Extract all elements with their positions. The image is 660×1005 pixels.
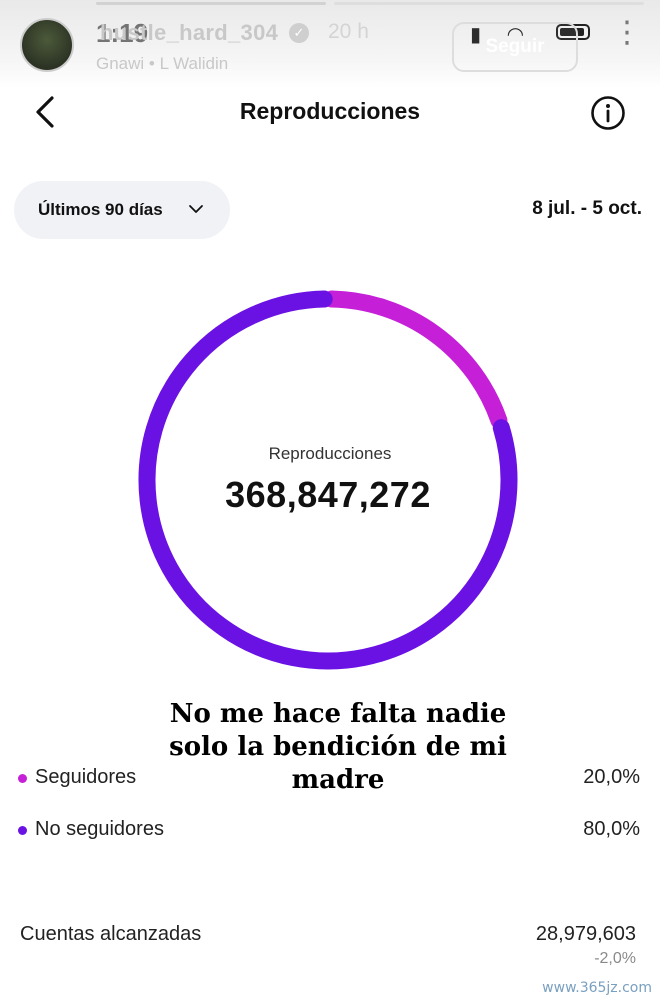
- story-header: 1:19 hustle_hard_304 ✓ 20 h Gnawi • L Wa…: [0, 0, 660, 88]
- accounts-reached-label: Cuentas alcanzadas: [20, 923, 202, 945]
- legend-dot: [18, 826, 27, 835]
- music-info[interactable]: Gnawi • L Walidin: [96, 54, 229, 73]
- chevron-down-icon: [189, 205, 203, 213]
- info-icon[interactable]: [590, 95, 626, 131]
- page-title: Reproducciones: [239, 98, 421, 124]
- legend-item-followers: Seguidores 20,0%: [18, 766, 640, 794]
- legend-item-non-followers: No seguidores 80,0%: [18, 818, 640, 846]
- story-text-overlay: No me hace falta nadie solo la bendición…: [169, 699, 507, 795]
- avatar[interactable]: [20, 18, 74, 72]
- more-options-icon[interactable]: ⋮: [612, 16, 642, 49]
- signal-wifi-icon: ▮ ◠: [470, 24, 535, 46]
- legend-dot: [18, 774, 27, 783]
- story-progress-bar: [96, 2, 326, 5]
- range-label: Últimos 90 días: [38, 200, 163, 219]
- story-progress-bar: [334, 2, 644, 5]
- date-range-text: 8 jul. - 5 oct.: [532, 198, 642, 219]
- status-time: 1:19: [96, 18, 149, 48]
- donut-slice-seguidores: [323, 290, 508, 429]
- accounts-reached-value: 28,979,603: [535, 923, 636, 945]
- legend-value: 80,0%: [583, 818, 640, 840]
- back-arrow-icon[interactable]: [30, 92, 64, 132]
- legend-label: Seguidores: [35, 766, 137, 788]
- story-time-ago: 20 h: [328, 20, 369, 43]
- follow-button[interactable]: Seguir: [452, 22, 578, 72]
- watermark: www.365jz.com: [542, 980, 652, 996]
- donut-center-value: 368,847,272: [225, 474, 431, 515]
- legend-label: No seguidores: [35, 818, 164, 840]
- legend-value: 20,0%: [583, 766, 640, 788]
- accounts-reached-change: -2,0%: [594, 950, 636, 967]
- donut-center-label: Reproducciones: [268, 444, 392, 463]
- donut-slice-no-seguidores: [138, 290, 518, 670]
- date-range-dropdown[interactable]: Últimos 90 días: [14, 181, 230, 239]
- verified-badge-icon: ✓: [289, 23, 309, 43]
- username[interactable]: hustle_hard_304: [100, 20, 279, 45]
- views-donut-chart: [138, 290, 518, 670]
